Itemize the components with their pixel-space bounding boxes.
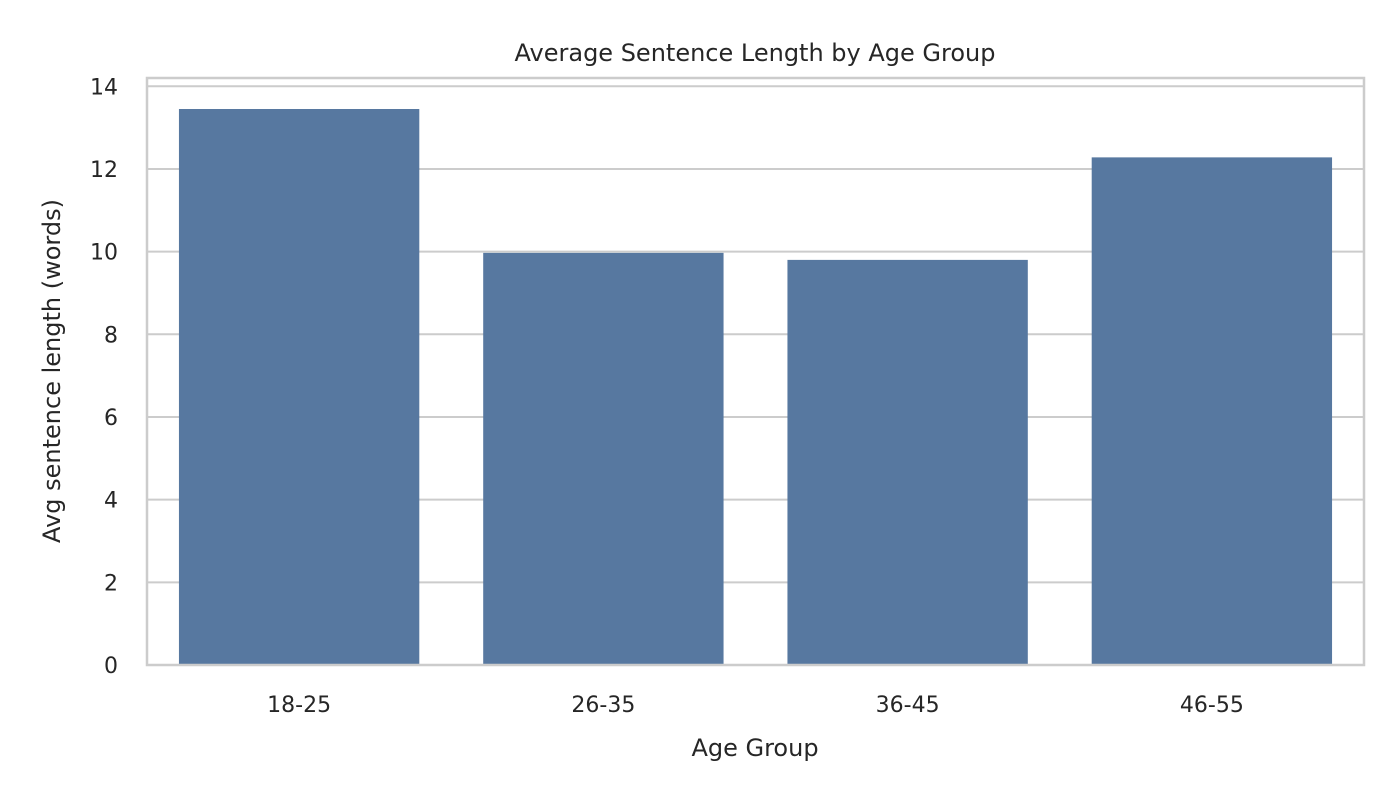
plot-frame [145, 76, 1366, 667]
y-tick-label: 0 [104, 654, 118, 679]
x-tick-labels: 18-25 26-35 36-45 46-55 [267, 693, 1244, 718]
y-axis-label: Avg sentence length (words) [38, 199, 66, 543]
x-tick-label: 18-25 [267, 693, 331, 718]
x-tick-label: 36-45 [876, 693, 940, 718]
bar-26-35 [483, 252, 724, 665]
y-tick-labels: 0 2 4 6 8 10 12 14 [90, 75, 118, 679]
x-tick-label: 46-55 [1180, 693, 1244, 718]
y-tick-label: 6 [104, 406, 118, 431]
x-axis-label: Age Group [691, 734, 818, 762]
y-tick-label: 12 [90, 158, 118, 183]
bar-46-55 [1091, 157, 1333, 665]
y-tick-label: 8 [104, 323, 118, 348]
y-tick-label: 2 [104, 571, 118, 596]
x-tick-label: 26-35 [571, 693, 635, 718]
bars [178, 109, 1333, 665]
y-tick-label: 10 [90, 241, 118, 266]
y-tick-label: 4 [104, 489, 118, 514]
chart-title: Average Sentence Length by Age Group [515, 39, 996, 67]
y-tick-label: 14 [90, 75, 118, 100]
bar-18-25 [178, 109, 420, 665]
bar-36-45 [787, 259, 1028, 665]
